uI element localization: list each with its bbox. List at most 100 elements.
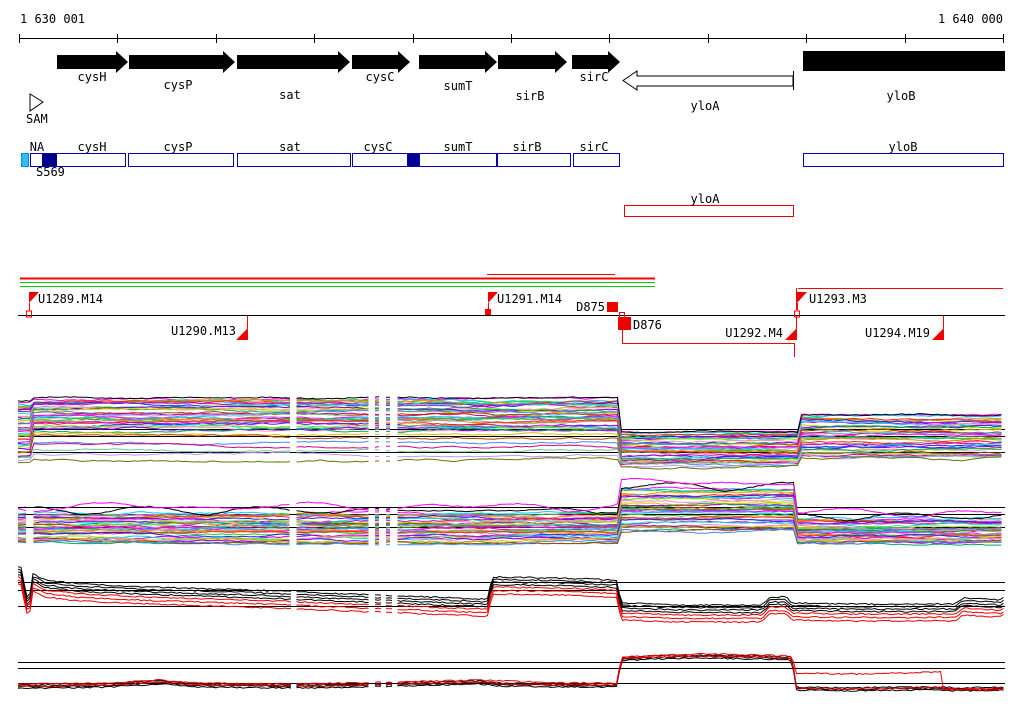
summary-track-3-line[interactable]: [17, 568, 1004, 609]
label-sirC: sirC: [579, 70, 609, 84]
segment-cysC[interactable]: [352, 153, 408, 167]
summary-track-4-line[interactable]: [17, 654, 1004, 691]
sam-marker-icon[interactable]: [29, 93, 44, 112]
label-D875: D875: [576, 300, 605, 314]
label-SAM: SAM: [26, 112, 48, 126]
label-cysP: cysP: [163, 78, 193, 92]
coverage-track-2-line[interactable]: [17, 526, 1002, 544]
coverage-track-1-line[interactable]: [17, 416, 1002, 454]
summary-track-3-line[interactable]: [17, 583, 1004, 624]
label-U1292.M4: U1292.M4: [725, 326, 783, 340]
label-cysH: cysH: [77, 70, 107, 84]
flag-U1292.M4[interactable]: [785, 329, 796, 340]
segment-yloA[interactable]: [624, 205, 794, 217]
coverage-track-1-line[interactable]: [17, 443, 1002, 466]
coverage-track-1-line[interactable]: [17, 427, 1002, 462]
gene-sumT[interactable]: [419, 51, 497, 73]
coverage-track-2-line[interactable]: [17, 523, 1002, 541]
label-sirB: sirB: [515, 89, 545, 103]
gene-yloB[interactable]: [803, 51, 1005, 71]
flag-U1289.M14[interactable]: [29, 292, 39, 303]
flag-U1291.M14[interactable]: [488, 292, 498, 303]
coverage-track-1-line[interactable]: [17, 412, 1002, 450]
coverage-track-1-line[interactable]: [17, 426, 1002, 462]
label-U1294.M19: U1294.M19: [864, 326, 930, 340]
segment-sumT[interactable]: [419, 153, 497, 167]
gene-sirB[interactable]: [498, 51, 567, 73]
coverage-track-2-envelope[interactable]: [17, 477, 1002, 518]
coverage-track-1-line[interactable]: [17, 421, 1002, 458]
summary-track-3-line[interactable]: [17, 574, 1004, 614]
coverage-track-1-line[interactable]: [18, 456, 1002, 470]
summary-track-3-line[interactable]: [17, 576, 1004, 617]
label-sat: sat: [279, 88, 301, 102]
label-cysC: cysC: [363, 140, 393, 154]
label-D876: D876: [633, 318, 662, 332]
label-U1291.M14: U1291.M14: [497, 292, 563, 306]
label-sirC: sirC: [579, 140, 609, 154]
label-NA: NA: [29, 140, 45, 154]
flag-base-U1291.M14: [485, 309, 491, 315]
coverage-track-1-envelope[interactable]: [17, 396, 1002, 434]
label-cysC: cysC: [365, 70, 395, 84]
ruler-end-coordinate: 1 640 000: [937, 12, 1003, 26]
label-yloA: yloA: [690, 99, 720, 113]
flag-U1290.M13[interactable]: [236, 329, 247, 340]
marker-D875-base: [619, 312, 625, 319]
ruler-start-coordinate: 1 630 001: [20, 12, 86, 26]
label-cysH: cysH: [77, 140, 107, 154]
coverage-track-1-line[interactable]: [17, 425, 1002, 462]
segment-S569[interactable]: [42, 154, 57, 166]
coverage-track-1-line[interactable]: [17, 434, 1002, 464]
flag-U1294.M19[interactable]: [932, 329, 943, 340]
coverage-track-1-line[interactable]: [17, 451, 1002, 468]
coverage-track-1-line[interactable]: [17, 399, 1002, 439]
gene-cysC[interactable]: [352, 51, 410, 73]
coverage-track-1-line[interactable]: [17, 405, 1002, 442]
marker-D876[interactable]: [618, 317, 631, 330]
coverage-track-1-line[interactable]: [17, 409, 1002, 448]
label-U1289.M14: U1289.M14: [38, 292, 104, 306]
segment-sirB[interactable]: [497, 153, 571, 167]
coverage-track-1-line[interactable]: [17, 408, 1002, 447]
label-S569: S569: [36, 165, 65, 179]
coverage-track-1-line[interactable]: [17, 415, 1002, 453]
label-sat: sat: [279, 140, 301, 154]
gene-cysH[interactable]: [57, 51, 128, 73]
label-sirB: sirB: [512, 140, 542, 154]
label-U1293.M3: U1293.M3: [809, 292, 867, 306]
label-sumT: sumT: [443, 140, 473, 154]
label-yloB: yloB: [886, 89, 916, 103]
summary-track-4-line[interactable]: [17, 652, 1004, 692]
gene-sat[interactable]: [237, 51, 350, 73]
coverage-track-1-line[interactable]: [17, 448, 1002, 465]
gene-cysP[interactable]: [129, 51, 235, 73]
gene-sirC[interactable]: [572, 51, 620, 73]
segment-navy-2[interactable]: [408, 153, 419, 167]
coverage-track-2-line[interactable]: [17, 506, 1002, 534]
coverage-track-1-line[interactable]: [17, 402, 1002, 441]
marker-D875[interactable]: [607, 302, 618, 312]
label-cysP: cysP: [163, 140, 193, 154]
segment-sirC[interactable]: [573, 153, 620, 167]
summary-track-3-line[interactable]: [17, 566, 1004, 607]
label-yloB: yloB: [888, 140, 918, 154]
coverage-track-1-line[interactable]: [17, 440, 1002, 467]
segment-yloB[interactable]: [803, 153, 1004, 167]
summary-track-3-line[interactable]: [17, 571, 1004, 612]
summary-track-4-line[interactable]: [17, 657, 1004, 692]
coverage-track-1-line[interactable]: [17, 419, 1002, 456]
coverage-track-1-line[interactable]: [17, 422, 1002, 459]
flag-base-U1289.M14: [26, 310, 32, 318]
flag-U1293.M3[interactable]: [797, 292, 807, 303]
summary-track-3-line[interactable]: [17, 579, 1004, 620]
gene-yloA[interactable]: [622, 70, 794, 91]
segment-cyan[interactable]: [21, 153, 29, 167]
label-sumT: sumT: [443, 79, 473, 93]
segment-sat[interactable]: [237, 153, 351, 167]
segment-cysP[interactable]: [128, 153, 234, 167]
coverage-track-2-line[interactable]: [17, 528, 1002, 546]
label-yloA: yloA: [690, 192, 720, 206]
